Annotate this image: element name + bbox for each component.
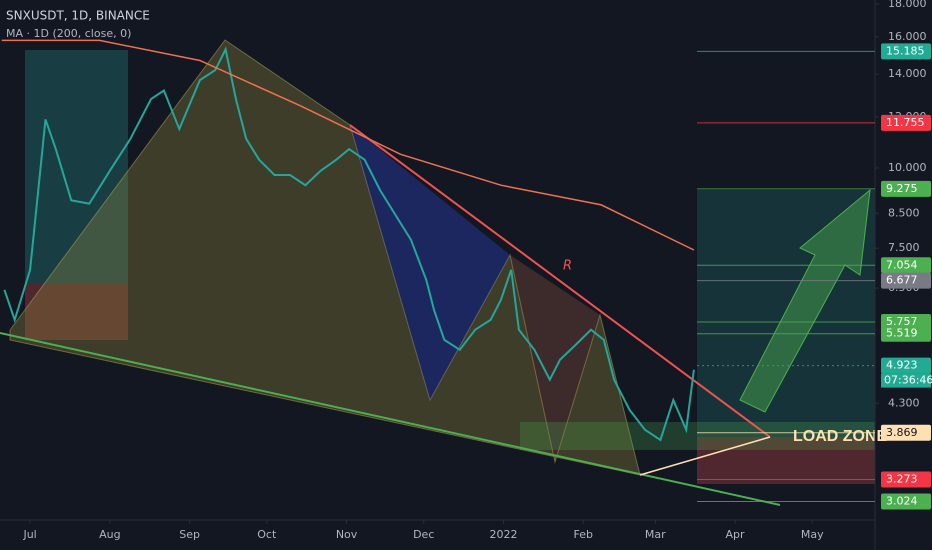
y-tick-label: 18.000 [888, 0, 927, 10]
y-tick-label: 8.500 [888, 206, 920, 219]
harmonic-triangle [350, 125, 510, 400]
x-tick-label: Aug [99, 528, 120, 541]
price-marker [881, 325, 931, 342]
wedge-line [639, 436, 771, 476]
up-arrow [739, 188, 871, 413]
price-marker [881, 43, 931, 60]
annotation-r: R [563, 259, 572, 274]
annotation-load-zone: LOAD ZONE [793, 428, 888, 445]
chart-subtitle: MA · 1D (200, close, 0) [6, 27, 131, 40]
y-tick-label: 4.300 [888, 396, 920, 409]
price-marker-label: 9.275 [886, 182, 918, 195]
x-tick-label: Mar [645, 528, 666, 541]
harmonic-triangle [510, 255, 600, 462]
price-marker [881, 357, 931, 374]
x-tick-label: Nov [336, 528, 358, 541]
y-tick-label: 7.500 [888, 241, 920, 254]
support-line [0, 332, 781, 506]
price-marker [881, 493, 931, 510]
price-marker [881, 257, 931, 274]
x-tick-label: Oct [257, 528, 277, 541]
price-marker [881, 272, 931, 289]
long-profit-box [25, 50, 128, 283]
drawings [0, 39, 875, 506]
target-box [697, 190, 875, 437]
price-marker [881, 114, 931, 131]
x-tick-label: Feb [574, 528, 593, 541]
resistance-line [349, 124, 771, 438]
price-marker [881, 180, 931, 197]
x-tick-label: Jul [22, 528, 36, 541]
price-marker [881, 471, 931, 488]
moving-average [1, 39, 695, 251]
price-marker-label: 7.054 [886, 258, 918, 271]
y-tick-label: 16.000 [888, 30, 927, 43]
x-tick-label: 2022 [489, 528, 517, 541]
price-marker-label: 5.519 [886, 327, 918, 340]
chart-title: SNXUSDT, 1D, BINANCE [6, 9, 150, 23]
price-line [3, 46, 695, 442]
y-tick-label: 14.000 [888, 67, 927, 80]
price-marker-label: 3.869 [886, 426, 918, 439]
price-marker [881, 424, 931, 441]
countdown-marker [881, 373, 931, 388]
load-zone-box [520, 422, 875, 450]
countdown-label: 07:36:46 [884, 374, 932, 387]
price-marker-label: 6.677 [886, 274, 918, 287]
price-marker-label: 11.755 [886, 116, 925, 129]
x-tick-label: Sep [179, 528, 200, 541]
price-marker-label: 5.757 [886, 315, 918, 328]
x-tick-label: Dec [413, 528, 434, 541]
y-tick-label: 10.000 [888, 161, 927, 174]
price-marker-label: 15.185 [886, 44, 925, 57]
price-marker-label: 3.024 [886, 495, 918, 508]
price-marker-label: 4.923 [886, 359, 918, 372]
x-tick-label: May [801, 528, 824, 541]
long-stop-box [25, 283, 128, 340]
x-tick-label: Apr [726, 528, 746, 541]
price-marker-label: 3.273 [886, 472, 918, 485]
harmonic-pattern [9, 39, 641, 476]
stop-box [697, 437, 875, 484]
